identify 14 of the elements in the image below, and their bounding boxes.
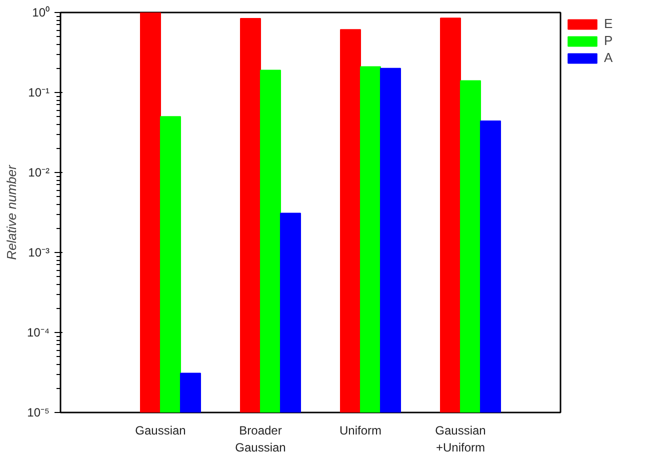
legend-label: E bbox=[604, 16, 614, 31]
y-tick-label: 10⁻² bbox=[28, 166, 50, 180]
y-tick-label: 10⁰ bbox=[32, 6, 50, 20]
legend-label: A bbox=[604, 50, 614, 65]
x-tick-label: Gaussian +Uniform bbox=[435, 424, 486, 454]
legend-label: P bbox=[604, 33, 614, 48]
x-tick-label: Gaussian bbox=[135, 424, 186, 438]
y-tick-label: 10⁻¹ bbox=[28, 86, 50, 100]
y-tick-label: 10⁻³ bbox=[28, 246, 50, 260]
y-tick-label: 10⁻⁴ bbox=[26, 326, 50, 340]
x-tick-label: Broader Gaussian bbox=[235, 424, 286, 454]
y-tick-label: 10⁻⁵ bbox=[27, 406, 50, 420]
y-axis-title: Relative number bbox=[4, 164, 19, 260]
x-tick-label: Uniform bbox=[339, 424, 382, 438]
